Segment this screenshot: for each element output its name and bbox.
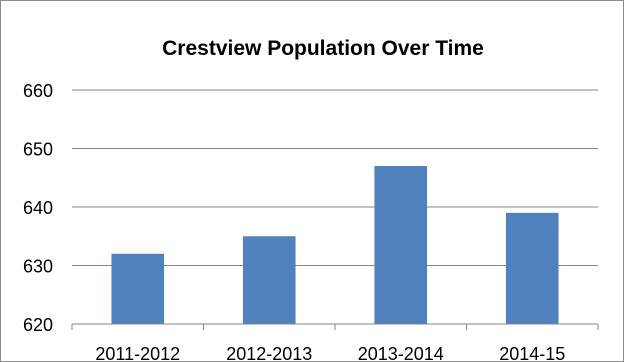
bar-2012-2013: [242, 236, 296, 324]
bar-2011-2012: [111, 253, 165, 324]
x-tick-label-2013-2014: 2013-2014: [358, 344, 444, 361]
bar-2014-15: [505, 212, 559, 324]
chart-title: Crestview Population Over Time: [162, 37, 484, 60]
x-axis: [71, 323, 599, 330]
x-axis-ticks: 2011-2012 2012-2013 2013-2014 2014-15: [95, 344, 565, 361]
bar-2013-2014: [374, 166, 428, 324]
y-tick-label-650: 650: [23, 140, 53, 160]
x-tick-label-2011-2012: 2011-2012: [95, 344, 180, 361]
x-tick-label-2012-2013: 2012-2013: [226, 344, 312, 361]
y-tick-label-660: 660: [23, 81, 53, 101]
bars: [111, 166, 559, 324]
y-tick-label-630: 630: [23, 257, 53, 277]
x-tick-label-2014-15: 2014-15: [499, 344, 565, 361]
y-axis-ticks: 620 630 640 650 660: [23, 81, 53, 335]
y-tick-label-640: 640: [23, 198, 53, 218]
y-tick-label-620: 620: [23, 315, 53, 335]
